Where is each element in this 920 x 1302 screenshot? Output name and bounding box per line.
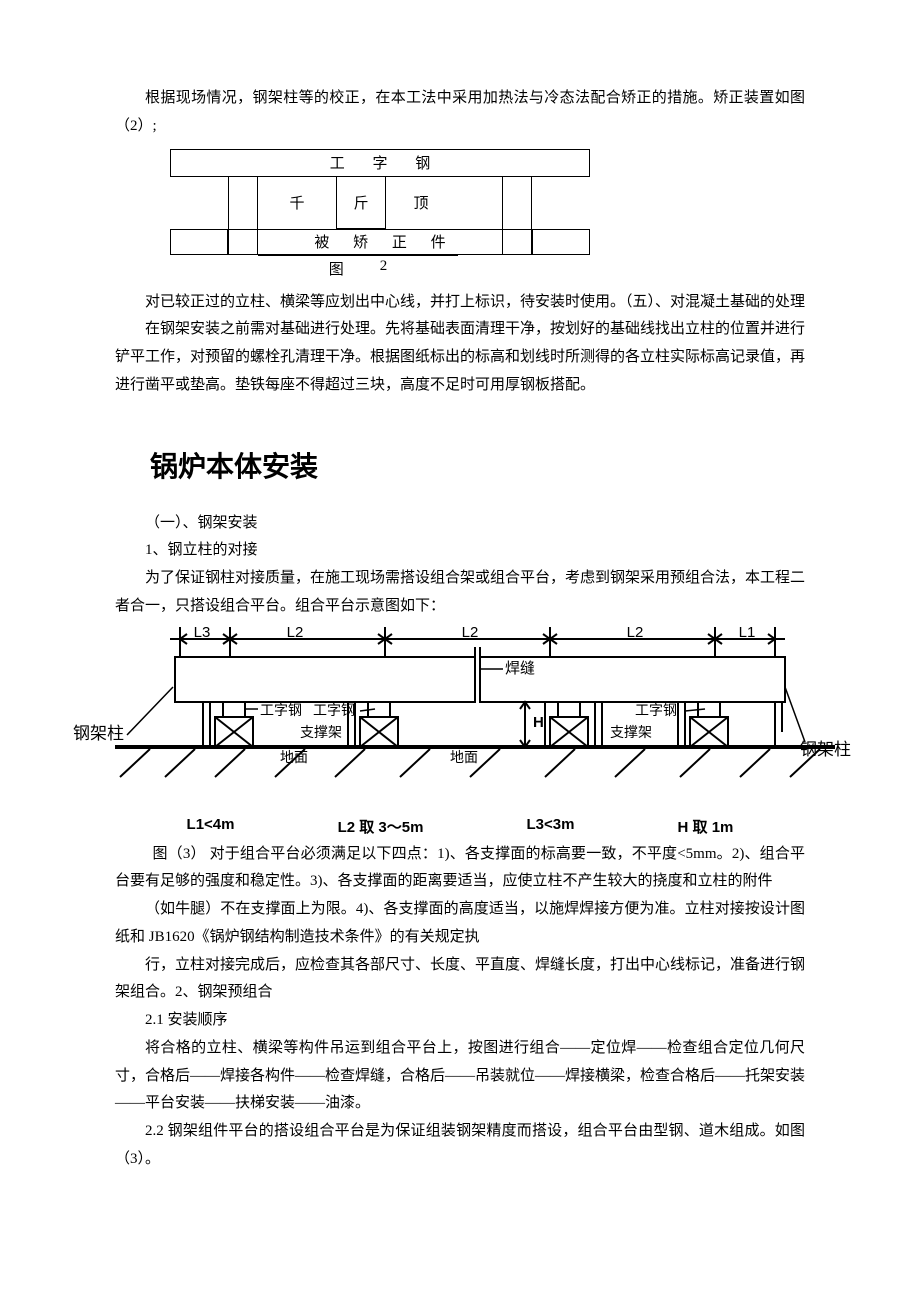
paragraph-3: 在钢架安装之前需对基础进行处理。先将基础表面清理干净，按划好的基础线找出立柱的位… [115,316,805,399]
paragraph-10: 2.1 安装顺序 [115,1007,805,1035]
dim-l2b: L2 [462,627,479,641]
dim-l2c: L2 [627,627,644,641]
ibeam-label-1: 工字钢 [260,703,302,719]
diagram-figure-3: L3 L2 L2 L2 L1 焊缝 H [55,627,865,837]
paragraph-6: 为了保证钢柱对接质量，在施工现场需搭设组合架或组合平台，考虑到钢架采用预组合法，… [115,565,805,621]
ground-label-2: 地面 [280,750,308,766]
paragraph-5: 1、钢立柱的对接 [115,537,805,565]
paragraph-9: 行，立柱对接完成后，应检查其各部尺寸、长度、平直度、焊缝长度，打出中心线标记，准… [115,952,805,1008]
support-label-2: 支撑架 [610,725,652,741]
jack-label-center: 斤 [336,177,386,229]
ground-label-1: 地面 [450,750,478,766]
column-label-left: 钢架柱 [73,724,124,743]
pillar-right [502,177,532,229]
paragraph-8: （如牛腿）不在支撑面上为限。4)、各支撑面的高度适当，以施焊焊接方便为准。立柱对… [115,896,805,952]
spec-l3: L3<3m [527,816,575,837]
section-heading: 锅炉本体安装 [150,445,805,485]
paragraph-4: （一）、钢架安装 [115,510,805,538]
jack-label-left: 千 [258,177,336,229]
ibeam-top-label: 工 字 钢 [318,152,443,173]
weld-label: 焊缝 [505,660,535,677]
ibeam-label-2: 工字钢 [313,703,355,719]
paragraph-2: 对已较正过的立柱、横梁等应划出中心线，并打上标识，待安装时使用。（五）、对混凝土… [115,289,805,317]
column-label-right: 钢架柱 [800,740,851,759]
spec-h: H 取 1m [678,816,734,837]
spec-line: L1<4m L2 取 3～5m L3<3m H 取 1m [55,816,865,837]
platform-schematic-svg: L3 L2 L2 L2 L1 焊缝 H [55,627,865,807]
ibeam-label-3: 工字钢 [635,703,677,719]
h-label: H [533,714,544,731]
base-cap-right [532,229,590,255]
spec-l2: L2 取 3～5m [338,816,424,837]
jack-label-right: 顶 [386,177,456,229]
paragraph-12: 2.2 钢架组件平台的搭设组合平台是为保证组装钢架精度而搭设，组合平台由型钢、道… [115,1118,805,1174]
dim-l3: L3 [194,627,211,641]
base-cap-left [170,229,228,255]
workpiece-label: 被 矫 正 件 [258,229,502,255]
dim-l1: L1 [739,627,756,641]
paragraph-1: 根据现场情况，钢架柱等的校正，在本工法中采用加热法与冷态法配合矫正的措施。矫正装… [115,85,805,141]
spec-l1: L1<4m [187,816,235,837]
paragraph-11: 将合格的立柱、横梁等构件吊运到组合平台上，按图进行组合――定位焊――检查组合定位… [115,1035,805,1118]
support-label-1: 支撑架 [300,725,342,741]
diagram-figure-2: 工 字 钢 千 斤 顶 被 矫 正 件 图 2 [170,149,590,281]
dim-l2a: L2 [287,627,304,641]
pillar-left [228,177,258,229]
figure-2-caption: 图 2 [258,255,458,281]
paragraph-7: 图（3） 对于组合平台必须满足以下四点：1)、各支撑面的标高要一致，不平度<5m… [115,841,805,897]
